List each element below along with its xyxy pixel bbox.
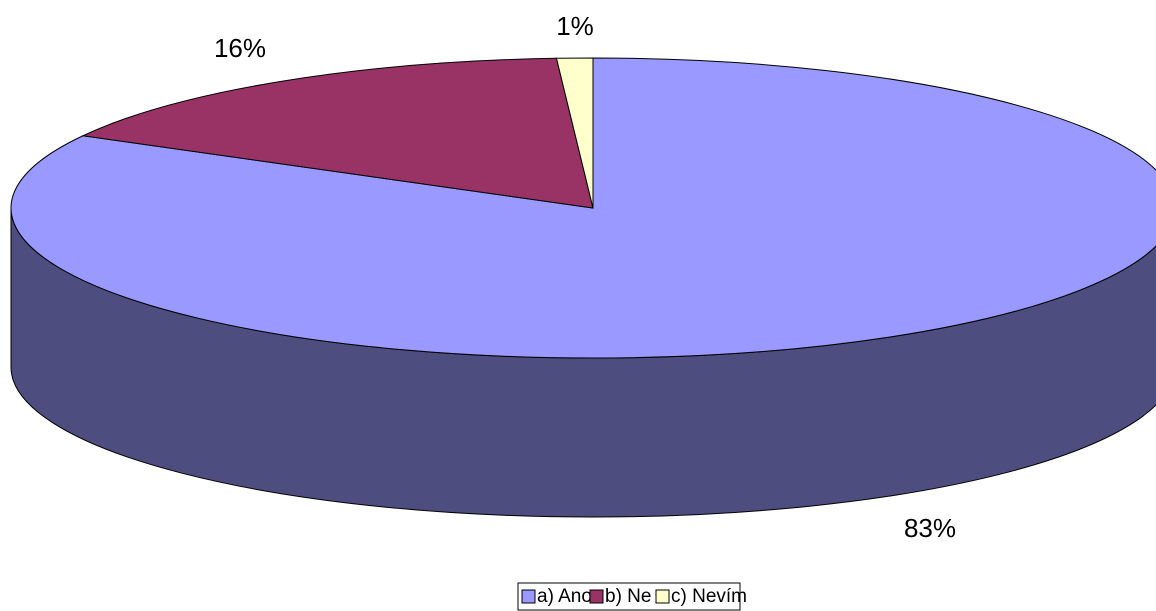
pie-slice [81, 57, 594, 209]
data-label: 1% [556, 11, 594, 41]
legend-box [517, 582, 741, 611]
legend: a) Ano b) Ne c) Nevím [521, 586, 747, 607]
pie-slice [10, 57, 1156, 359]
legend-label: b) Ne [605, 586, 651, 607]
pie-tops [10, 57, 1156, 359]
data-label: 83% [904, 513, 956, 543]
legend-label: a) Ano [537, 586, 592, 607]
legend-label: c) Nevím [671, 586, 747, 607]
data-labels: 83% 16% 1% [214, 11, 956, 543]
legend-swatch [655, 589, 670, 604]
legend-swatch [589, 589, 604, 604]
pie-slice [555, 57, 594, 209]
data-label: 16% [214, 33, 266, 63]
legend-swatch [521, 589, 536, 604]
